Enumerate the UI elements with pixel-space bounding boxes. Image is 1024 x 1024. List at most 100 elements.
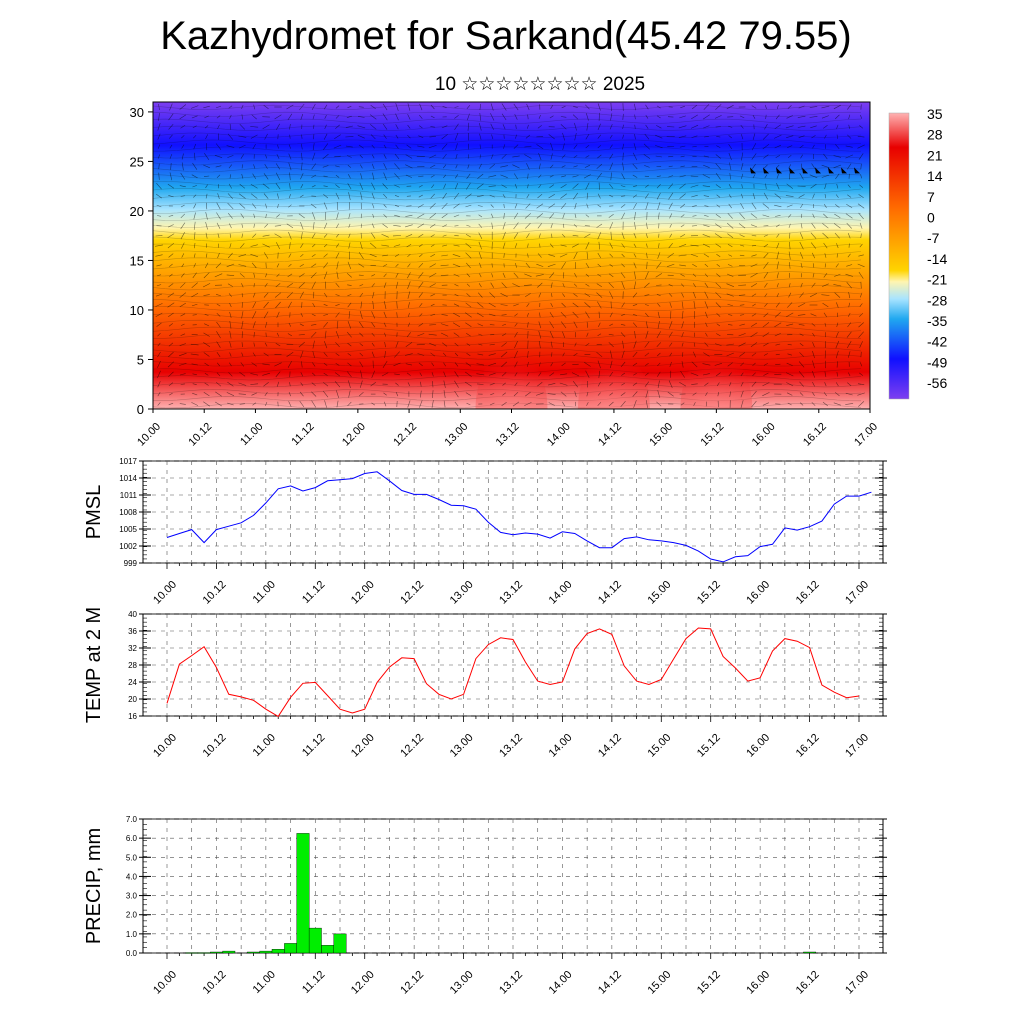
- wind-vector: [834, 213, 841, 219]
- wind-vector: [657, 202, 661, 210]
- wind-vector: [276, 154, 280, 159]
- wind-vector: [300, 173, 304, 180]
- wind-vector: [265, 273, 268, 278]
- wind-vector: [812, 144, 815, 149]
- wind-vector: [762, 203, 770, 209]
- wind-vector: [776, 251, 780, 260]
- wind-vector: [370, 105, 376, 109]
- wind-vector: [679, 193, 686, 199]
- y-tick-label: 20: [128, 695, 137, 704]
- wind-vector: [799, 343, 804, 347]
- wind-vector: [634, 211, 636, 220]
- wind-vector: [382, 103, 388, 111]
- wind-vector: [262, 234, 270, 237]
- wind-vector: [501, 372, 507, 377]
- wind-vector: [371, 274, 376, 277]
- wind-vector: [334, 155, 341, 158]
- wind-vector: [169, 263, 173, 268]
- wind-vector: [167, 224, 174, 228]
- wind-vector: [609, 183, 614, 189]
- wind-vector: [752, 133, 756, 140]
- wind-vector: [812, 273, 815, 278]
- wind-vector: [728, 125, 733, 128]
- wind-vector: [202, 283, 211, 288]
- wind-vector: [465, 362, 472, 367]
- wind-vector: [490, 282, 494, 288]
- wind-vector: [324, 124, 327, 130]
- wind-vector: [311, 243, 316, 248]
- wind-vector: [821, 174, 830, 178]
- wind-vector: [810, 183, 817, 189]
- wind-vector: [323, 143, 329, 150]
- wind-vector: [726, 283, 735, 287]
- wind-vector: [646, 222, 648, 229]
- wind-vector: [168, 312, 174, 318]
- wind-vector: [287, 273, 293, 277]
- x-tick-label: 17.00: [843, 969, 871, 997]
- wind-vector: [227, 252, 233, 259]
- x-tick-label: 13.00: [448, 732, 476, 760]
- y-tick-label: 36: [128, 627, 137, 636]
- wind-vector: [786, 135, 794, 138]
- wind-vector: [549, 115, 554, 119]
- wind-vector: [181, 153, 184, 160]
- wind-vector: [203, 401, 211, 407]
- wind-vector: [562, 352, 565, 357]
- wind-vector: [465, 381, 472, 387]
- wind-vector: [500, 174, 508, 178]
- wind-vector: [239, 183, 246, 189]
- wind-vector: [809, 106, 818, 108]
- wind-vector: [429, 342, 437, 347]
- wind-vector: [679, 145, 686, 148]
- wind-vector: [229, 352, 232, 357]
- wind-vector: [523, 284, 532, 286]
- wind-vector: [203, 272, 210, 279]
- wind-vector: [525, 293, 531, 298]
- wind-vector: [848, 114, 851, 120]
- wind-vector: [360, 370, 363, 379]
- wind-vector: [786, 312, 794, 318]
- contour-line: [153, 250, 862, 256]
- wind-vector: [799, 402, 804, 406]
- wind-vector: [371, 351, 375, 358]
- wind-vector: [656, 175, 661, 178]
- wind-vector: [229, 114, 232, 119]
- wind-vector: [157, 370, 161, 379]
- x-tick-label: 17.00: [843, 579, 871, 607]
- wind-vector: [549, 321, 555, 329]
- wind-vector: [799, 232, 804, 240]
- y-tick-label: 40: [128, 610, 137, 619]
- wind-vector: [289, 382, 291, 387]
- wind-vector: [847, 194, 852, 198]
- wind-vector: [429, 213, 436, 219]
- wind-vector: [740, 362, 745, 367]
- x-tick-label: 11.00: [251, 579, 278, 606]
- wind-vector: [824, 253, 827, 258]
- wind-vector: [668, 165, 673, 168]
- wind-vector: [441, 143, 448, 150]
- wind-vector: [312, 351, 315, 358]
- wind-vector: [751, 313, 757, 317]
- wind-vector: [762, 382, 770, 387]
- wind-vector: [324, 330, 327, 339]
- wind-vector: [609, 222, 613, 230]
- wind-vector: [526, 361, 529, 367]
- wind-vector: [336, 271, 339, 279]
- wind-vector: [788, 292, 792, 298]
- wind-vector: [751, 142, 757, 151]
- wind-vector: [382, 113, 388, 121]
- wind-vector: [466, 182, 471, 190]
- y-tick-label: 1008: [119, 508, 137, 517]
- wind-vector: [407, 291, 411, 299]
- wind-vector: [786, 382, 794, 387]
- wind-vector: [288, 162, 292, 171]
- wind-vector: [633, 373, 637, 376]
- wind-vector: [620, 332, 626, 338]
- wind-vector: [168, 253, 174, 258]
- wind-vector: [526, 303, 530, 307]
- wind-vector: [501, 113, 507, 121]
- wind-arrowhead: [854, 167, 860, 174]
- y-tick-label: 30: [130, 105, 144, 120]
- wind-vector: [834, 273, 841, 277]
- wind-vector: [776, 182, 780, 190]
